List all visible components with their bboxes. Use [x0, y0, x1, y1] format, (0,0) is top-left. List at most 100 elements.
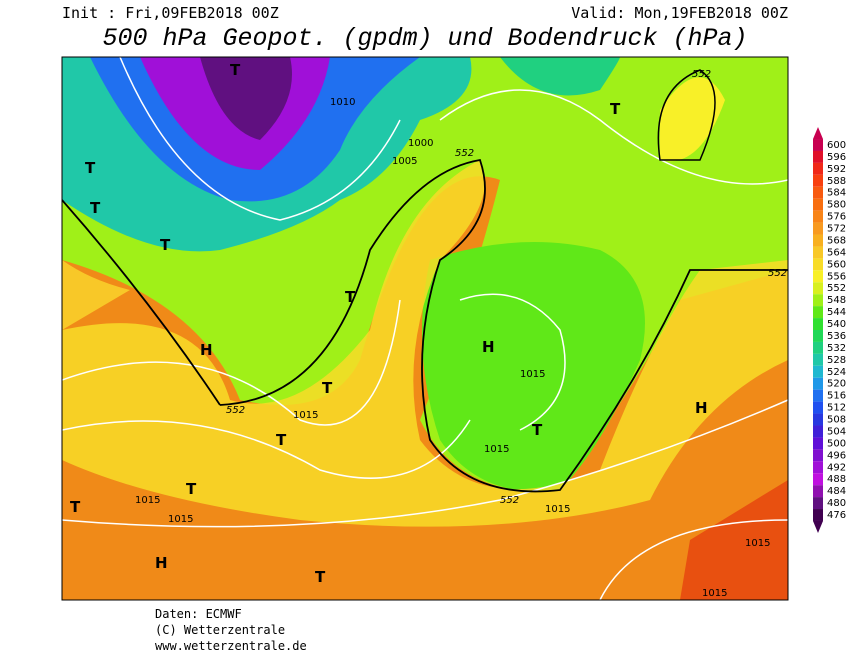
- colorbar-label: 532: [827, 343, 846, 354]
- low-marker: T: [276, 431, 287, 449]
- colorbar-label: 488: [827, 474, 846, 485]
- data-source: Daten: ECMWF: [155, 607, 242, 621]
- contour-label: 552: [768, 268, 787, 279]
- colorbar-swatch: [813, 353, 823, 366]
- colorbar-label: 564: [827, 247, 846, 258]
- colorbar-swatch: [813, 449, 823, 462]
- isobar-label: 1015: [520, 369, 545, 380]
- colorbar-label: 504: [827, 426, 846, 437]
- colorbar-swatch: [813, 377, 823, 390]
- low-marker: T: [315, 568, 326, 586]
- low-marker: T: [70, 498, 81, 516]
- colorbar-arrow: [813, 127, 823, 140]
- low-marker: T: [160, 236, 171, 254]
- colorbar-swatch: [813, 461, 823, 474]
- colorbar-swatch: [813, 246, 823, 259]
- isobar-label: 1015: [484, 444, 509, 455]
- low-marker: T: [610, 100, 621, 118]
- colorbar-label: 552: [827, 283, 846, 294]
- high-marker: H: [155, 554, 168, 572]
- colorbar-swatch: [813, 497, 823, 510]
- colorbar-swatch: [813, 294, 823, 307]
- colorbar-swatch: [813, 413, 823, 426]
- colorbar-label: 524: [827, 367, 846, 378]
- high-marker: H: [695, 399, 708, 417]
- colorbar-label: 520: [827, 379, 846, 390]
- contour-label: 552: [692, 69, 711, 80]
- valid-time: Valid: Mon,19FEB2018 00Z: [571, 4, 788, 22]
- colorbar-swatch: [813, 389, 823, 402]
- colorbar-swatch: [813, 258, 823, 271]
- isobar-label: 1015: [168, 514, 193, 525]
- colorbar-label: 576: [827, 212, 846, 223]
- colorbar-swatch: [813, 186, 823, 199]
- colorbar-swatch: [813, 401, 823, 414]
- colorbar-label: 568: [827, 235, 846, 246]
- colorbar-label: 496: [827, 450, 846, 461]
- colorbar-label: 484: [827, 486, 846, 497]
- isobar-label: 1015: [545, 504, 570, 515]
- copyright: (C) Wetterzentrale: [155, 623, 285, 637]
- colorbar-label: 492: [827, 462, 846, 473]
- low-marker: T: [90, 199, 101, 217]
- contour-label: 552: [500, 495, 519, 506]
- colorbar-swatch: [813, 425, 823, 438]
- website-url: www.wetterzentrale.de: [155, 639, 307, 653]
- colorbar-label: 588: [827, 176, 846, 187]
- high-marker: H: [200, 341, 213, 359]
- colorbar-swatch: [813, 485, 823, 498]
- colorbar-label: 476: [827, 510, 846, 521]
- colorbar-label: 516: [827, 391, 846, 402]
- colorbar-label: 508: [827, 415, 846, 426]
- colorbar-swatch: [813, 318, 823, 330]
- colorbar-swatch: [813, 341, 823, 354]
- colorbar-swatch: [813, 270, 823, 283]
- colorbar-label: 596: [827, 152, 846, 163]
- colorbar-label: 580: [827, 200, 846, 211]
- colorbar-swatch: [813, 162, 823, 175]
- isobar-label: 1000: [408, 138, 433, 149]
- low-marker: T: [532, 421, 543, 439]
- colorbar-swatch: [813, 139, 823, 151]
- colorbar: 6005965925885845805765725685645605565525…: [813, 127, 846, 533]
- colorbar-swatch: [813, 473, 823, 486]
- map: H H H H T T T T T T T T T T T T 1015 101…: [61, 56, 789, 601]
- colorbar-label: 540: [827, 319, 846, 330]
- high-marker: H: [482, 338, 495, 356]
- isobar-label: 1015: [293, 410, 318, 421]
- colorbar-swatch: [813, 365, 823, 378]
- colorbar-label: 600: [827, 140, 846, 151]
- colorbar-label: 592: [827, 164, 846, 175]
- isobar-label: 1010: [330, 97, 355, 108]
- isobar-label: 1015: [135, 495, 160, 506]
- init-time: Init : Fri,09FEB2018 00Z: [62, 4, 279, 22]
- colorbar-swatch: [813, 437, 823, 450]
- colorbar-swatch: [813, 198, 823, 211]
- low-marker: T: [345, 288, 356, 306]
- colorbar-swatch: [813, 222, 823, 235]
- colorbar-swatch: [813, 306, 823, 319]
- colorbar-label: 548: [827, 295, 846, 306]
- colorbar-label: 544: [827, 307, 846, 318]
- colorbar-label: 500: [827, 438, 846, 449]
- colorbar-label: 572: [827, 224, 846, 235]
- colorbar-swatch: [813, 330, 823, 342]
- colorbar-label: 480: [827, 498, 846, 509]
- colorbar-swatch: [813, 234, 823, 247]
- colorbar-swatch: [813, 210, 823, 223]
- colorbar-label: 556: [827, 271, 846, 282]
- colorbar-arrow: [813, 520, 823, 533]
- colorbar-label: 512: [827, 403, 846, 414]
- colorbar-swatch: [813, 509, 823, 521]
- isobar-label: 1005: [392, 156, 417, 167]
- low-marker: T: [85, 159, 96, 177]
- isobar-label: 1015: [702, 588, 727, 599]
- colorbar-swatch: [813, 174, 823, 187]
- low-marker: T: [186, 480, 197, 498]
- colorbar-label: 528: [827, 355, 846, 366]
- colorbar-swatch: [813, 282, 823, 295]
- colorbar-label: 560: [827, 259, 846, 270]
- colorbar-label: 584: [827, 188, 846, 199]
- contour-label: 552: [226, 405, 245, 416]
